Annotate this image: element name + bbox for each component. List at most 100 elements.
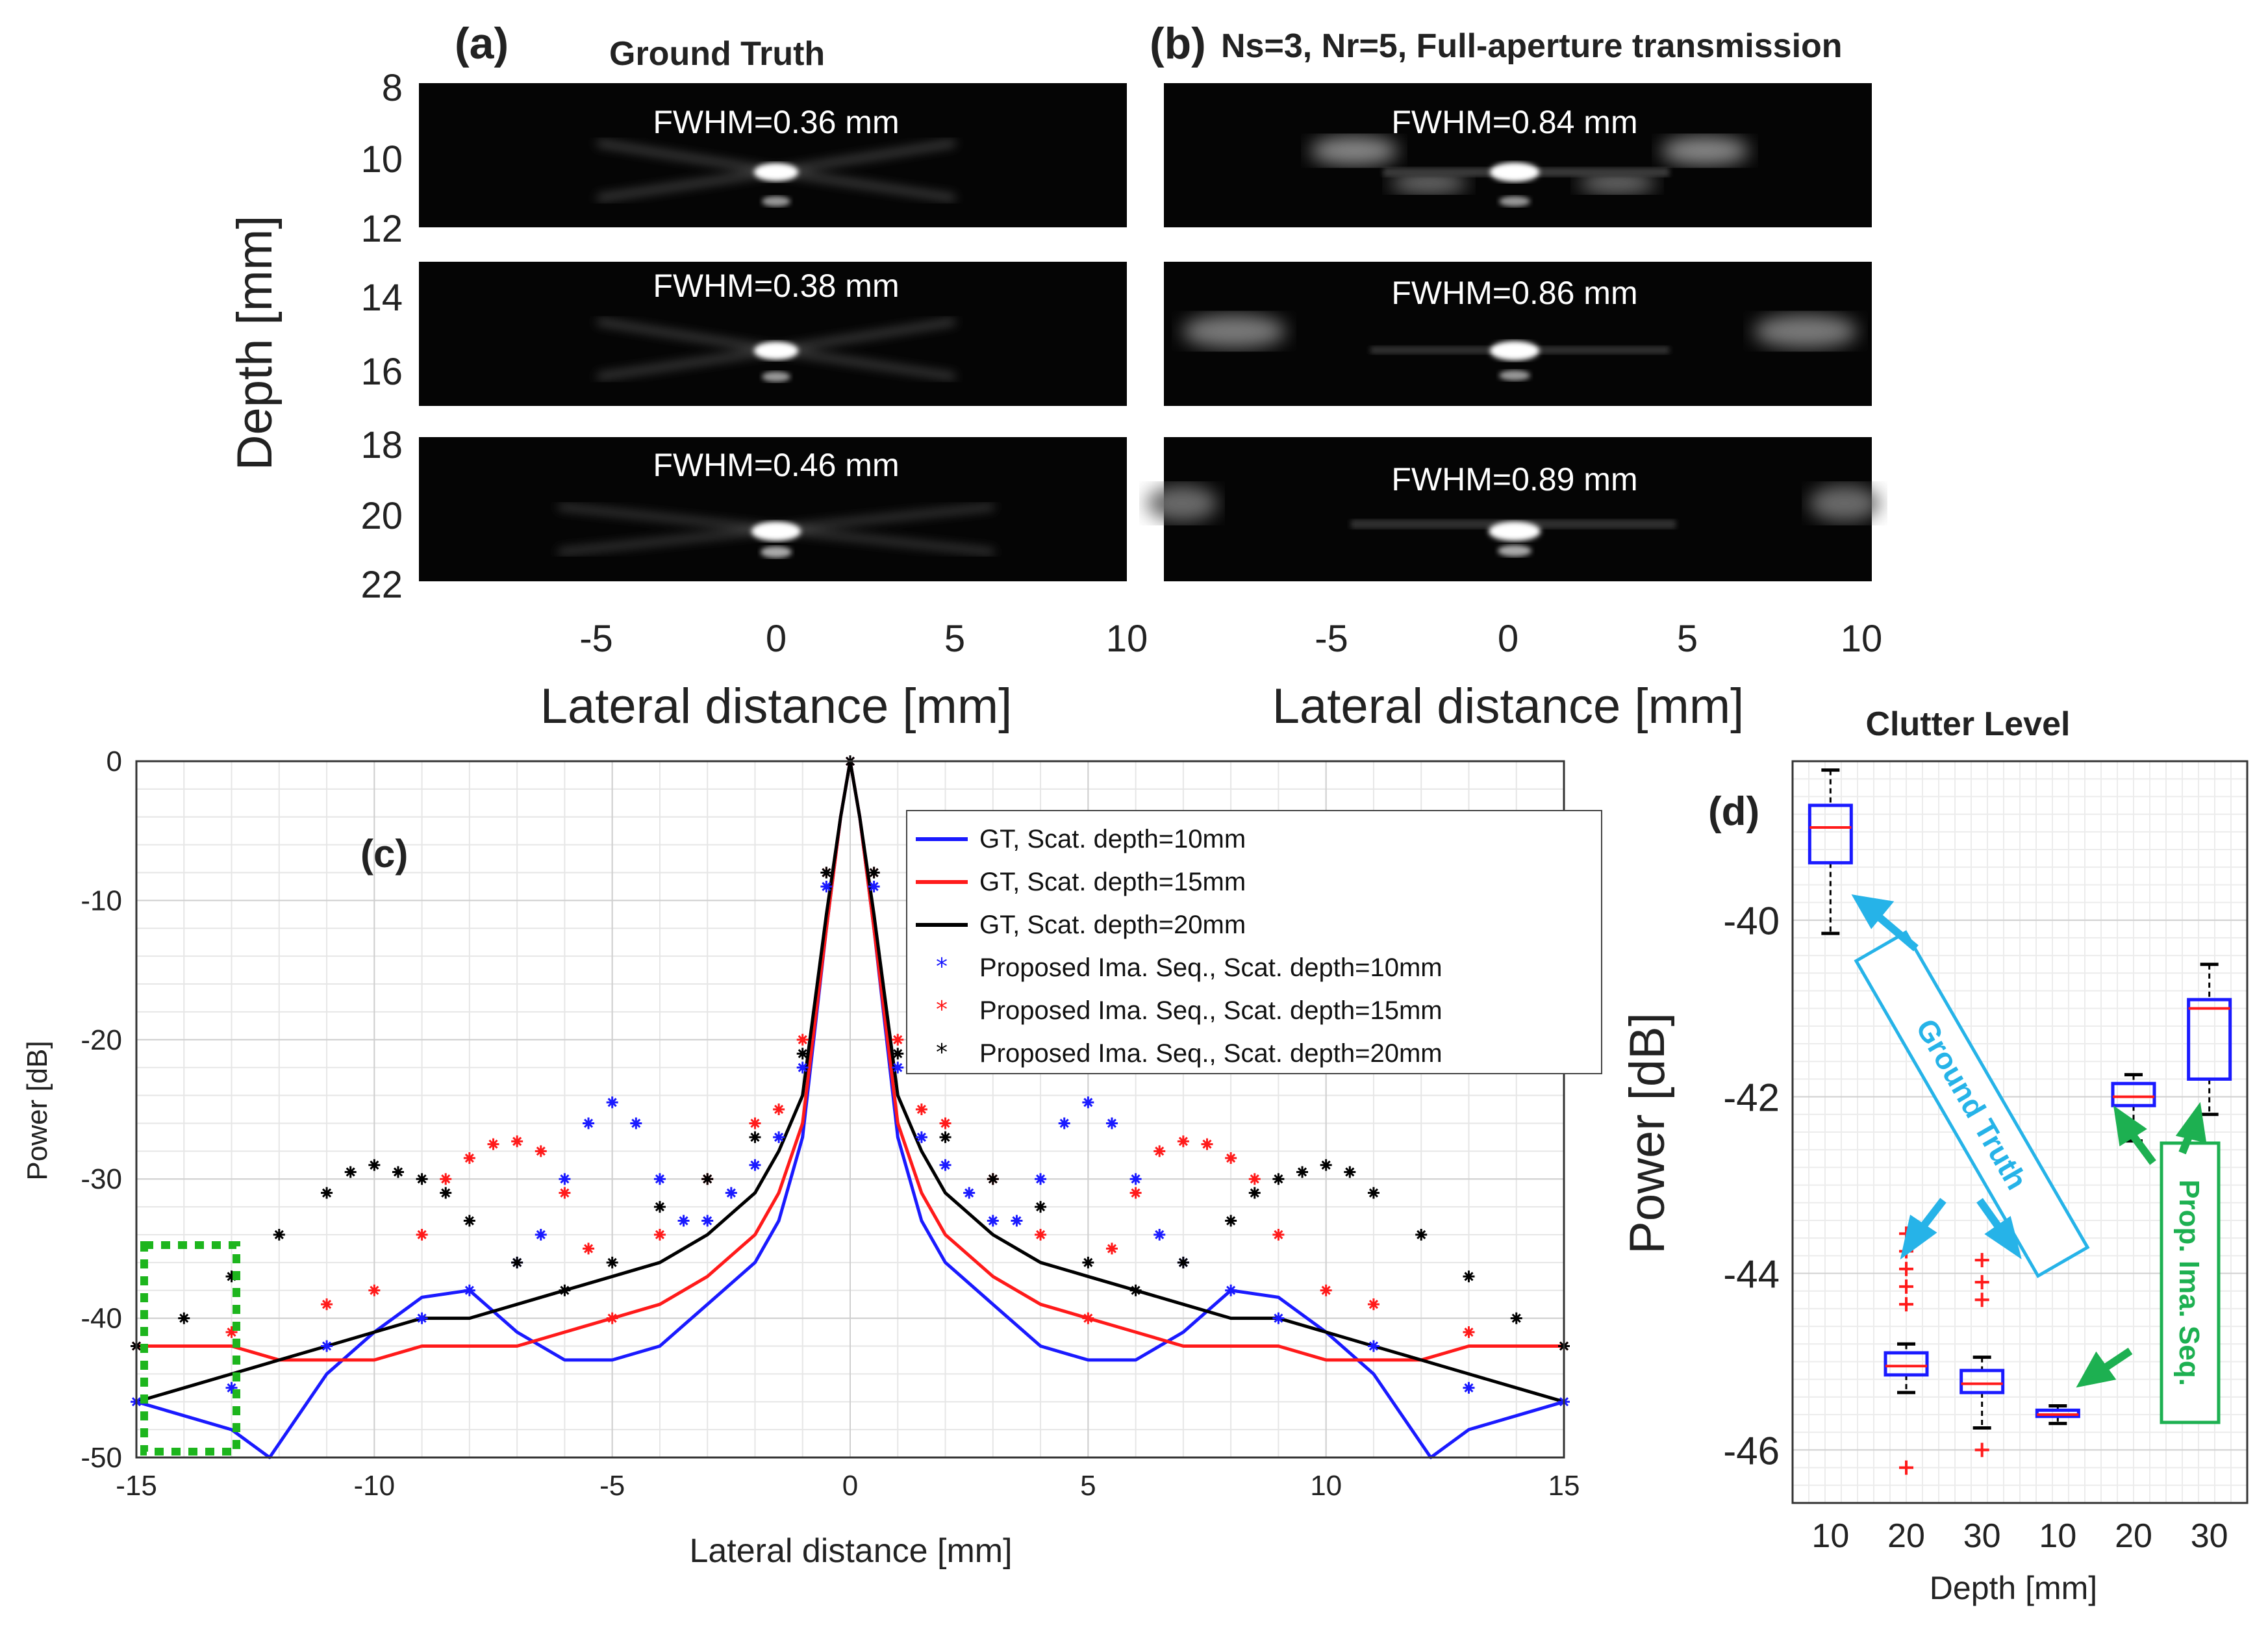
panel-a-title: Ground Truth bbox=[609, 35, 825, 73]
panel-b-title: Ns=3, Nr=5, Full-aperture transmission bbox=[1221, 27, 1843, 65]
y-tick-14: 14 bbox=[360, 277, 403, 319]
data-point bbox=[225, 1381, 238, 1394]
data-point bbox=[1272, 1312, 1285, 1324]
y-tick-16: 16 bbox=[360, 351, 403, 393]
data-point bbox=[701, 1215, 714, 1227]
data-point bbox=[535, 1145, 547, 1157]
svg-text:*: * bbox=[936, 996, 948, 1023]
legend-item-prop-10: * Proposed Ima. Seq., Scat. depth=10mm bbox=[936, 953, 1443, 982]
data-point bbox=[796, 1061, 809, 1074]
data-point bbox=[820, 880, 833, 892]
y-tick-10: 10 bbox=[360, 138, 403, 181]
outlier-marker bbox=[1899, 1261, 1913, 1276]
x-tick-a-m5: -5 bbox=[579, 618, 613, 660]
legend-item-gt-20: GT, Scat. depth=20mm bbox=[916, 911, 1246, 939]
data-point bbox=[1082, 1096, 1094, 1109]
x-tick-label: -5 bbox=[599, 1470, 625, 1502]
data-point bbox=[511, 1256, 523, 1268]
data-point bbox=[1320, 1159, 1332, 1171]
data-point bbox=[606, 1096, 618, 1109]
x-tick-b-5: 5 bbox=[1677, 618, 1698, 660]
data-point bbox=[892, 1048, 904, 1060]
data-point bbox=[1082, 1312, 1094, 1324]
data-point bbox=[939, 1131, 951, 1143]
data-point bbox=[1296, 1166, 1309, 1178]
data-point bbox=[773, 1131, 785, 1143]
outlier-marker bbox=[1899, 1279, 1913, 1294]
data-point bbox=[939, 1117, 951, 1129]
data-point bbox=[1510, 1312, 1522, 1324]
y-tick-label: -30 bbox=[81, 1163, 122, 1195]
data-point bbox=[511, 1135, 523, 1148]
y-tick-label: -42 bbox=[1723, 1076, 1780, 1120]
panel-c-x-label: Lateral distance [mm] bbox=[689, 1532, 1012, 1570]
data-point bbox=[1082, 1256, 1094, 1268]
data-point bbox=[1225, 1215, 1237, 1227]
data-point bbox=[1463, 1270, 1475, 1283]
panel-c-y-label: Power [dB] bbox=[21, 1041, 53, 1180]
fwhm-b-3: FWHM=0.89 mm bbox=[1391, 461, 1637, 498]
data-point bbox=[677, 1215, 690, 1227]
data-point bbox=[463, 1152, 475, 1165]
data-point bbox=[321, 1187, 333, 1199]
box-iqr bbox=[1808, 803, 1853, 864]
panel-d-y-label: Power [dB] bbox=[1620, 1013, 1675, 1254]
data-point bbox=[535, 1228, 547, 1241]
data-point bbox=[1415, 1228, 1428, 1241]
y-tick-8: 8 bbox=[382, 67, 403, 109]
legend-item-gt-15: GT, Scat. depth=15mm bbox=[916, 868, 1246, 896]
x-tick-label: 20 bbox=[1887, 1517, 1925, 1555]
panel-d-title: Clutter Level bbox=[1866, 705, 2071, 743]
data-point bbox=[987, 1173, 999, 1185]
plot-d-tick-labels: -40 -42 -44 -46 10 20 30 10 20 30 bbox=[1723, 900, 2228, 1555]
data-point bbox=[1153, 1228, 1166, 1241]
series-markers-proposed-ima-seq-scat-depth-20mm bbox=[131, 755, 1570, 1352]
x-tick-a-10: 10 bbox=[1106, 618, 1148, 660]
data-point bbox=[440, 1173, 452, 1185]
data-point bbox=[1225, 1152, 1237, 1165]
data-point bbox=[225, 1326, 238, 1339]
data-point bbox=[1105, 1117, 1118, 1129]
x-tick-label: -10 bbox=[354, 1470, 396, 1502]
data-point bbox=[344, 1166, 357, 1178]
data-point bbox=[1320, 1284, 1332, 1296]
data-point bbox=[1272, 1228, 1285, 1241]
data-point bbox=[1153, 1145, 1166, 1157]
data-point bbox=[416, 1312, 428, 1324]
data-point bbox=[273, 1228, 285, 1241]
panel-c: -15 -10 -5 0 5 10 150-10-20-30-40-50 (c) Power… bbox=[21, 746, 1602, 1570]
box-gt-30 bbox=[1959, 1253, 2005, 1457]
x-tick-b-m5: -5 bbox=[1315, 618, 1348, 660]
data-point bbox=[1011, 1215, 1023, 1227]
x-tick-label: 10 bbox=[1811, 1517, 1849, 1555]
panel-b: (b) Ns=3, Nr=5, Full-aperture transmissi… bbox=[1146, 19, 1882, 734]
data-point bbox=[653, 1201, 666, 1213]
box-iqr bbox=[2035, 1408, 2080, 1419]
panel-a-y-label: Depth [mm] bbox=[227, 216, 283, 471]
prop-image-depth-20: FWHM=0.89 mm bbox=[1146, 437, 1880, 581]
data-point bbox=[820, 866, 833, 879]
svg-text:Prop. Ima. Seq.: Prop. Ima. Seq. bbox=[2173, 1179, 2205, 1386]
panel-c-label: (c) bbox=[360, 832, 408, 876]
x-tick-label: 30 bbox=[1963, 1517, 2001, 1555]
data-point bbox=[606, 1312, 618, 1324]
panel-d: Clutter Level -40 -42 -44 -46 10 20 30 10 20 30 (… bbox=[1620, 705, 2249, 1606]
prop-image-depth-10: FWHM=0.84 mm bbox=[1164, 83, 1872, 227]
outlier-marker bbox=[1974, 1253, 1989, 1268]
data-point bbox=[773, 1104, 785, 1115]
data-point bbox=[559, 1284, 571, 1296]
data-point bbox=[987, 1215, 999, 1227]
legend-item-prop-15: * Proposed Ima. Seq., Scat. depth=15mm bbox=[936, 996, 1443, 1025]
plot-c-frame bbox=[135, 760, 1565, 1459]
panel-b-label: (b) bbox=[1150, 19, 1206, 68]
fwhm-a-3: FWHM=0.46 mm bbox=[653, 447, 899, 483]
data-point bbox=[606, 1256, 618, 1268]
data-point bbox=[368, 1284, 381, 1296]
data-point bbox=[915, 1131, 927, 1143]
y-tick-20: 20 bbox=[360, 495, 403, 537]
box-prop-30 bbox=[2187, 963, 2232, 1116]
data-point bbox=[559, 1173, 571, 1185]
panel-d-label: (d) bbox=[1708, 789, 1759, 834]
box-gt-20 bbox=[1884, 1226, 1929, 1475]
